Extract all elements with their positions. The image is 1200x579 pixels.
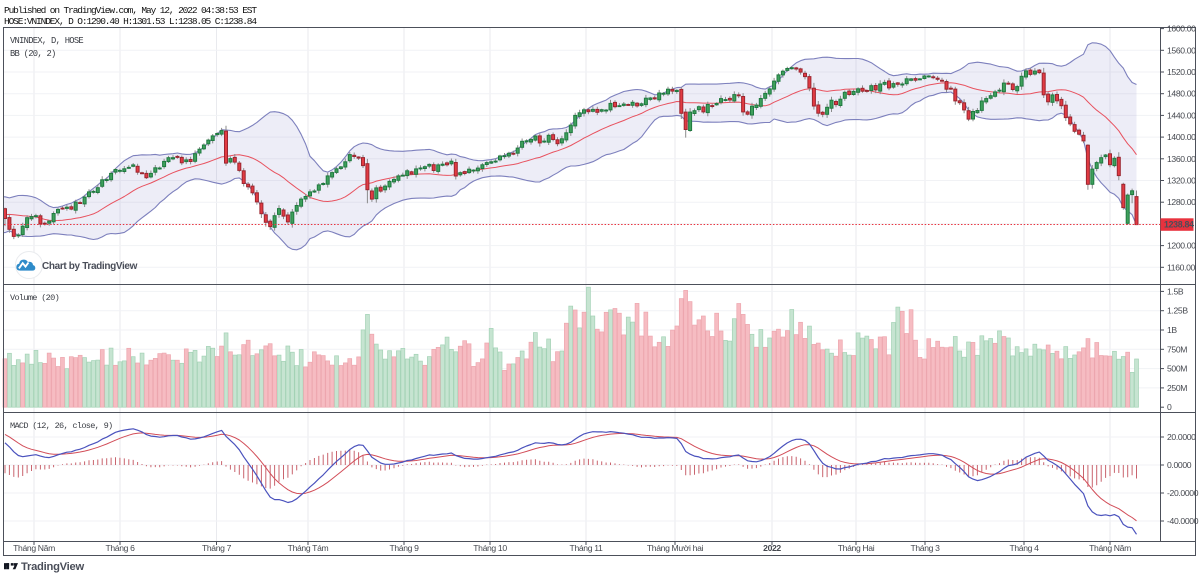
svg-text:Tháng 9: Tháng 9 bbox=[389, 543, 419, 553]
svg-text:1600.00: 1600.00 bbox=[1167, 24, 1196, 34]
svg-text:1480.00: 1480.00 bbox=[1167, 89, 1196, 99]
svg-text:1200.00: 1200.00 bbox=[1167, 241, 1196, 251]
svg-text:-20.0000: -20.0000 bbox=[1167, 488, 1199, 498]
svg-text:0: 0 bbox=[1167, 402, 1172, 412]
svg-text:MACD (12, 26, close, 9): MACD (12, 26, close, 9) bbox=[10, 421, 113, 431]
svg-text:HOSE:VNINDEX, D O:1290.40 H:13: HOSE:VNINDEX, D O:1290.40 H:1301.53 L:12… bbox=[4, 16, 257, 27]
svg-text:Tháng 6: Tháng 6 bbox=[105, 543, 135, 553]
svg-text:1440.00: 1440.00 bbox=[1167, 110, 1196, 120]
svg-text:Tháng 10: Tháng 10 bbox=[473, 543, 507, 553]
svg-text:Published on TradingView.com,: Published on TradingView.com, May 12, 20… bbox=[4, 5, 257, 16]
svg-text:0.0000: 0.0000 bbox=[1167, 460, 1192, 470]
svg-text:Tháng 11: Tháng 11 bbox=[570, 543, 603, 553]
svg-text:1320.00: 1320.00 bbox=[1167, 176, 1196, 186]
svg-text:Tháng Năm: Tháng Năm bbox=[1089, 543, 1131, 553]
svg-text:20.0000: 20.0000 bbox=[1167, 432, 1196, 442]
svg-text:Chart by TradingView: Chart by TradingView bbox=[42, 261, 138, 272]
svg-text:1360.00: 1360.00 bbox=[1167, 154, 1196, 164]
svg-text:500M: 500M bbox=[1167, 364, 1187, 374]
svg-text:BB (20, 2): BB (20, 2) bbox=[10, 49, 56, 59]
svg-text:Tháng Tám: Tháng Tám bbox=[288, 543, 329, 553]
svg-text:1280.00: 1280.00 bbox=[1167, 197, 1196, 207]
svg-text:Tháng 3: Tháng 3 bbox=[910, 543, 940, 553]
svg-text:1400.00: 1400.00 bbox=[1167, 132, 1196, 142]
svg-text:Tháng 4: Tháng 4 bbox=[1009, 543, 1039, 553]
svg-text:TradingView: TradingView bbox=[21, 561, 84, 573]
svg-text:-40.0000: -40.0000 bbox=[1167, 516, 1199, 526]
svg-text:2022: 2022 bbox=[763, 543, 781, 553]
svg-text:1560.00: 1560.00 bbox=[1167, 45, 1196, 55]
svg-text:1B: 1B bbox=[1167, 325, 1177, 335]
svg-text:1238.84: 1238.84 bbox=[1164, 220, 1194, 230]
svg-text:1520.00: 1520.00 bbox=[1167, 67, 1196, 77]
svg-text:1.5B: 1.5B bbox=[1167, 286, 1184, 296]
svg-text:250M: 250M bbox=[1167, 383, 1187, 393]
svg-text:Volume (20): Volume (20) bbox=[10, 293, 59, 303]
svg-text:750M: 750M bbox=[1167, 344, 1187, 354]
svg-text:VNINDEX, D, HOSE: VNINDEX, D, HOSE bbox=[10, 36, 83, 46]
svg-text:Tháng Hai: Tháng Hai bbox=[838, 543, 875, 553]
svg-text:1.25B: 1.25B bbox=[1167, 306, 1188, 316]
svg-text:Tháng Mười hai: Tháng Mười hai bbox=[647, 543, 704, 553]
svg-text:1160.00: 1160.00 bbox=[1167, 262, 1196, 272]
svg-text:Tháng 7: Tháng 7 bbox=[202, 543, 232, 553]
svg-text:Tháng Năm: Tháng Năm bbox=[13, 543, 55, 553]
